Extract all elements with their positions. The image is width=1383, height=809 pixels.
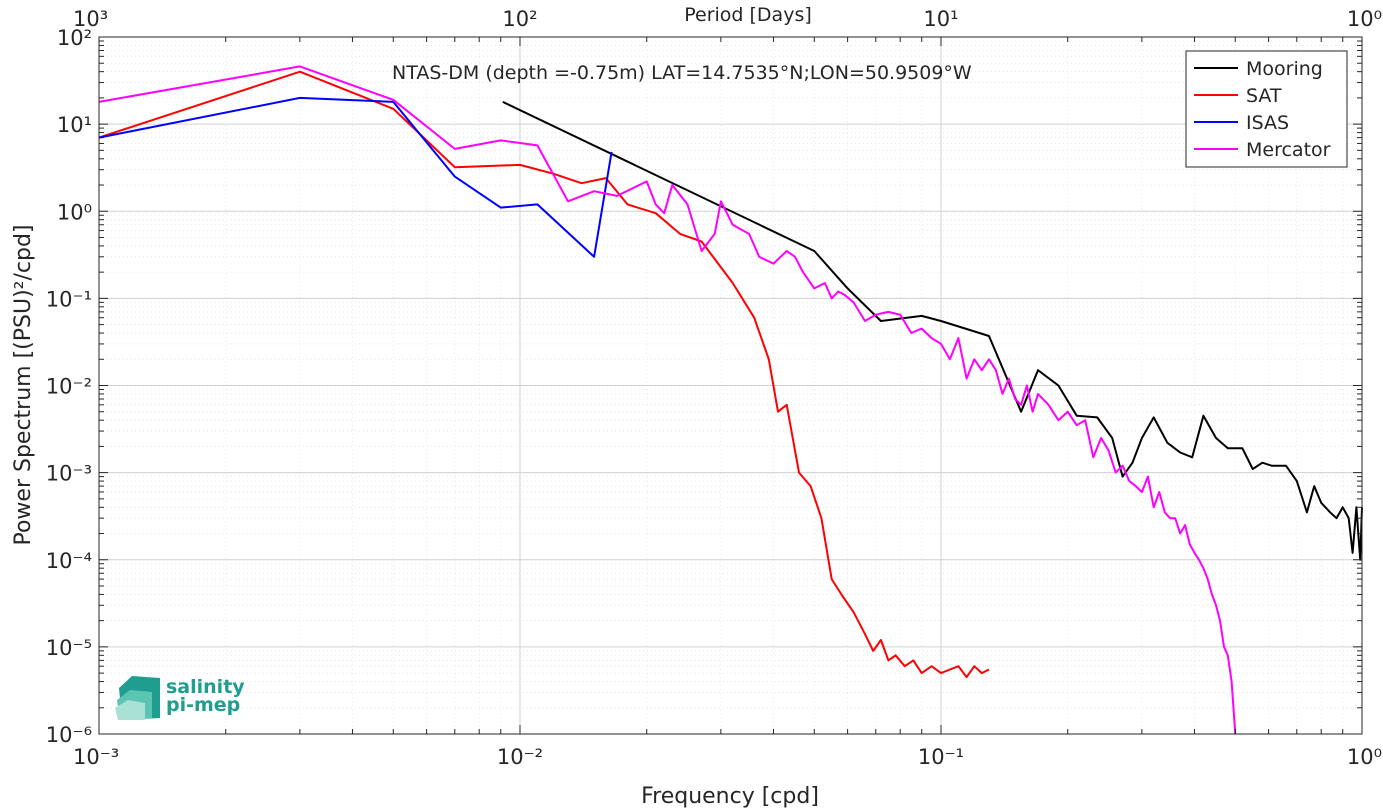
x-tick-label: 10⁻³ [73, 745, 119, 769]
top-x-tick-label: 10³ [73, 7, 108, 31]
x-axis-label: Frequency [cpd] [641, 784, 819, 809]
y-tick-label: 10⁻¹ [46, 287, 92, 311]
series-isas-line [98, 96, 613, 258]
x-tick-label: 10⁻² [497, 745, 543, 769]
y-tick-label: 10⁻² [46, 375, 92, 399]
top-x-tick-label: 10⁰ [1347, 7, 1382, 31]
y-tick-label: 10² [57, 26, 92, 50]
series-sat-line [98, 70, 990, 679]
legend-label-mercator: Mercator [1246, 139, 1331, 161]
y-tick-label: 10⁻³ [46, 462, 92, 486]
legend-label-isas: ISAS [1246, 112, 1289, 134]
series-mooring-line [502, 100, 1363, 561]
y-tick-label: 10⁻⁵ [46, 636, 92, 660]
y-axis-label: Power Spectrum [(PSU)²/cpd] [11, 224, 36, 545]
y-tick-label: 10⁰ [57, 200, 92, 224]
y-tick-label: 10⁻⁶ [46, 723, 92, 747]
salinity-pi-mep-logo: salinity pi-mep [115, 676, 245, 720]
series-mercator-line [98, 65, 1237, 735]
wave-icon [115, 676, 160, 720]
legend-label-mooring: Mooring [1246, 58, 1323, 80]
x-tick-label: 10⁻¹ [918, 745, 964, 769]
chart-title: NTAS-DM (depth =-0.75m) LAT=14.7535°N;LO… [392, 62, 972, 84]
top-x-tick-label: 10¹ [923, 7, 958, 31]
logo-line1: salinity [166, 676, 245, 698]
top-x-tick-label: 10² [502, 7, 537, 31]
legend-label-sat: SAT [1246, 85, 1282, 107]
x-tick-label: 10⁰ [1347, 745, 1382, 769]
legend-box [1185, 50, 1348, 168]
logo-line2: pi-mep [166, 694, 240, 716]
y-tick-label: 10⁻⁴ [46, 549, 92, 573]
y-tick-label: 10¹ [57, 113, 92, 137]
series-layer [98, 65, 1363, 735]
legend: Mooring SAT ISAS Mercator [1185, 50, 1348, 168]
top-x-axis-label: Period [Days] [684, 4, 812, 26]
